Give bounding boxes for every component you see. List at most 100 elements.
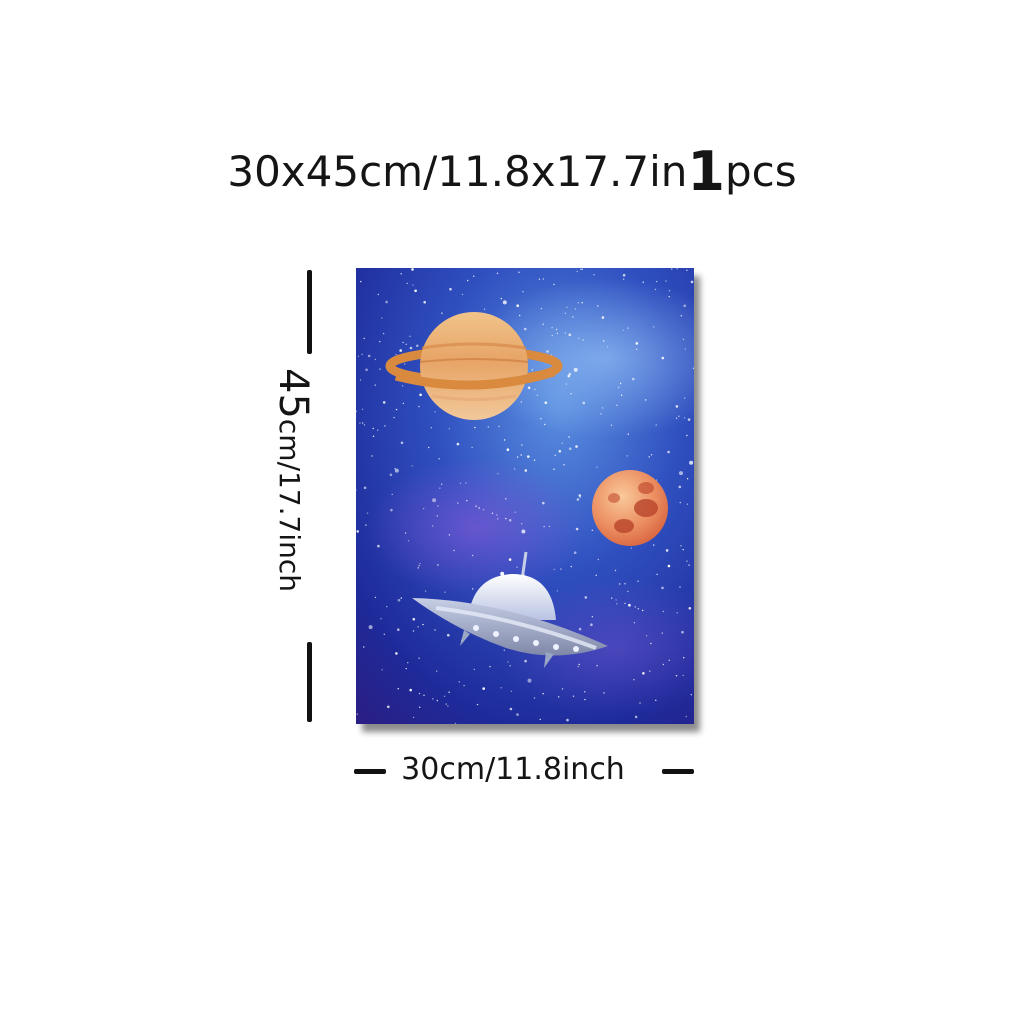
star bbox=[496, 514, 498, 516]
star bbox=[509, 707, 513, 711]
star bbox=[634, 606, 636, 608]
star bbox=[688, 564, 690, 566]
star bbox=[542, 501, 545, 505]
star bbox=[642, 672, 645, 675]
star bbox=[675, 675, 678, 677]
star bbox=[482, 509, 485, 511]
star bbox=[584, 698, 586, 701]
star bbox=[400, 273, 402, 275]
star bbox=[536, 394, 539, 396]
star bbox=[491, 512, 494, 514]
star bbox=[397, 628, 400, 631]
star bbox=[650, 454, 653, 456]
star bbox=[540, 418, 542, 420]
star bbox=[656, 479, 658, 481]
star bbox=[671, 268, 673, 270]
star bbox=[553, 468, 555, 470]
size-headline: 30x45cm/11.8x17.7in1pcs bbox=[0, 140, 1024, 203]
star bbox=[527, 455, 530, 458]
star bbox=[577, 302, 579, 304]
star bbox=[523, 327, 527, 331]
star bbox=[513, 468, 516, 470]
star bbox=[409, 688, 412, 692]
canvas-print bbox=[356, 268, 694, 724]
star bbox=[684, 348, 687, 350]
star bbox=[434, 411, 436, 413]
star bbox=[593, 274, 595, 276]
star bbox=[553, 283, 555, 286]
star bbox=[678, 485, 682, 489]
star bbox=[645, 635, 648, 637]
star bbox=[471, 446, 473, 449]
star bbox=[590, 623, 593, 626]
star bbox=[431, 525, 434, 527]
star bbox=[474, 426, 476, 429]
star bbox=[445, 703, 447, 705]
star bbox=[432, 698, 434, 700]
star bbox=[642, 281, 644, 283]
star bbox=[568, 447, 572, 450]
star bbox=[417, 567, 419, 569]
star bbox=[626, 455, 628, 457]
star bbox=[437, 505, 439, 507]
star bbox=[489, 666, 491, 668]
star bbox=[635, 342, 639, 345]
star bbox=[686, 434, 688, 437]
star bbox=[397, 688, 399, 690]
star bbox=[686, 478, 689, 480]
star bbox=[600, 413, 602, 415]
star bbox=[457, 502, 459, 504]
star bbox=[397, 598, 401, 602]
star bbox=[417, 626, 419, 628]
star bbox=[505, 517, 507, 520]
star bbox=[476, 703, 479, 706]
star bbox=[661, 632, 663, 634]
star bbox=[690, 280, 694, 284]
star bbox=[412, 617, 416, 621]
star bbox=[404, 363, 406, 365]
star bbox=[581, 268, 583, 270]
width-line-right bbox=[662, 769, 694, 774]
star bbox=[561, 688, 564, 690]
star bbox=[675, 405, 679, 408]
star bbox=[595, 574, 597, 576]
star bbox=[404, 532, 407, 534]
star bbox=[377, 544, 380, 548]
star bbox=[399, 349, 402, 352]
star bbox=[566, 306, 568, 309]
star bbox=[680, 545, 682, 547]
star bbox=[668, 296, 670, 298]
star bbox=[622, 273, 626, 277]
star bbox=[467, 279, 469, 282]
star bbox=[368, 625, 373, 630]
star bbox=[518, 271, 520, 273]
star bbox=[665, 280, 667, 282]
star bbox=[360, 280, 362, 283]
star bbox=[363, 337, 365, 340]
star bbox=[689, 460, 694, 465]
star bbox=[418, 657, 420, 659]
star bbox=[503, 439, 506, 441]
height-line-top bbox=[307, 270, 312, 354]
star bbox=[434, 629, 436, 631]
size-text: 30x45cm/11.8x17.7in bbox=[227, 147, 688, 196]
nebula-purple bbox=[366, 458, 586, 598]
star bbox=[580, 268, 582, 271]
star bbox=[591, 529, 593, 531]
star bbox=[584, 596, 588, 599]
star bbox=[645, 399, 647, 401]
star bbox=[542, 323, 544, 325]
star bbox=[687, 418, 691, 421]
star bbox=[401, 385, 404, 387]
star bbox=[576, 498, 580, 501]
star bbox=[439, 487, 441, 489]
star bbox=[372, 427, 374, 430]
star bbox=[685, 715, 687, 718]
star bbox=[487, 426, 489, 428]
star bbox=[361, 353, 363, 355]
star bbox=[531, 369, 533, 371]
star bbox=[379, 368, 381, 370]
star bbox=[412, 716, 415, 719]
star bbox=[542, 278, 545, 280]
star bbox=[683, 304, 686, 308]
